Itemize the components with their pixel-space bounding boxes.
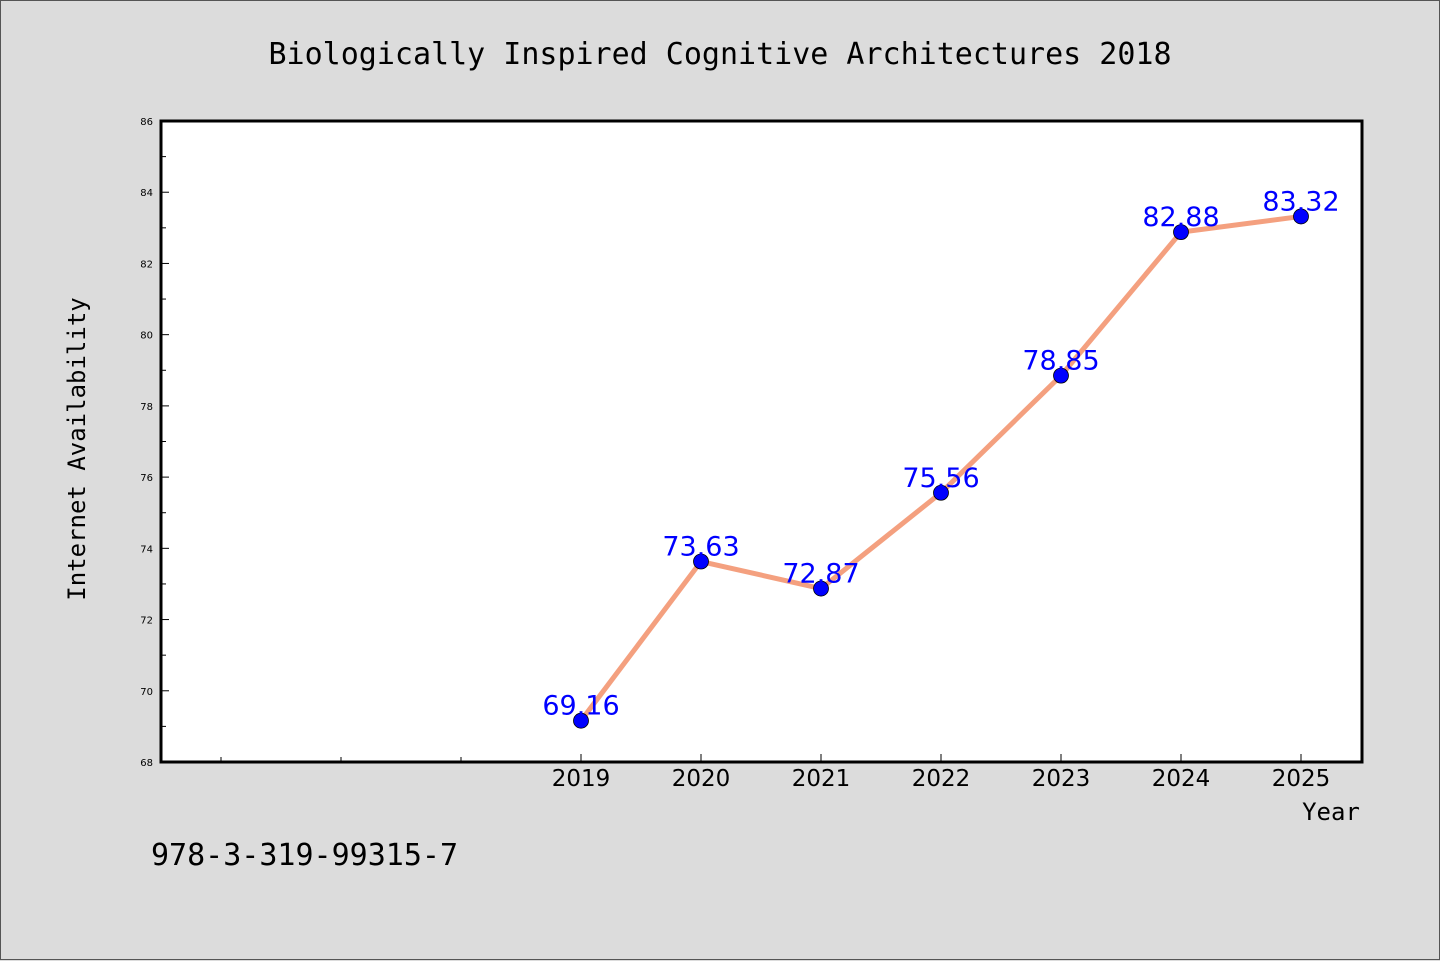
isbn-annotation: 978-3-319-99315-7 (151, 838, 458, 873)
data-point (1053, 367, 1069, 384)
y-tick-label: 86 (140, 117, 153, 128)
chart-title: Biologically Inspired Cognitive Architec… (268, 37, 1171, 72)
data-label: 72.87 (782, 559, 859, 590)
x-axis-label: Year (1302, 798, 1360, 826)
y-tick-label: 76 (140, 473, 153, 484)
y-tick-label: 78 (140, 402, 153, 413)
y-tick-label: 80 (140, 331, 153, 342)
data-point (813, 580, 829, 597)
data-point (933, 484, 949, 501)
data-label: 69.16 (542, 691, 619, 722)
data-point (1173, 224, 1189, 241)
x-tick-label: 2020 (672, 766, 731, 792)
y-tick-label: 84 (140, 188, 153, 199)
data-point (693, 553, 709, 570)
data-label: 83.32 (1262, 186, 1339, 217)
y-tick-label: 70 (140, 687, 153, 698)
x-tick-label: 2019 (552, 766, 611, 792)
x-tick-label: 2023 (1032, 766, 1091, 792)
data-point (573, 712, 589, 729)
data-label: 78.85 (1022, 346, 1099, 377)
x-tick-label: 2025 (1272, 766, 1331, 792)
x-axis-ticks: 2019 2020 2021 2022 2023 2024 2025 (220, 754, 1331, 792)
data-label: 82.88 (1142, 202, 1219, 233)
y-tick-label: 82 (140, 259, 153, 270)
y-tick-label: 72 (140, 616, 153, 627)
x-tick-label: 2021 (792, 766, 851, 792)
series-group (573, 208, 1309, 729)
y-tick-label: 74 (140, 544, 153, 555)
y-axis-ticks: 68 70 72 74 76 78 80 82 84 86 (140, 117, 169, 769)
data-point (1293, 208, 1309, 225)
x-tick-label: 2024 (1152, 766, 1211, 792)
data-label: 75.56 (902, 463, 979, 494)
data-labels: 69.16 73.63 72.87 75.56 78.85 82.88 83.32 (542, 186, 1339, 721)
data-label: 73.63 (662, 532, 739, 563)
y-tick-label: 68 (140, 758, 153, 769)
plot-area (159, 119, 1364, 764)
y-axis-label: Internet Availability (63, 297, 91, 600)
x-tick-label: 2022 (912, 766, 971, 792)
